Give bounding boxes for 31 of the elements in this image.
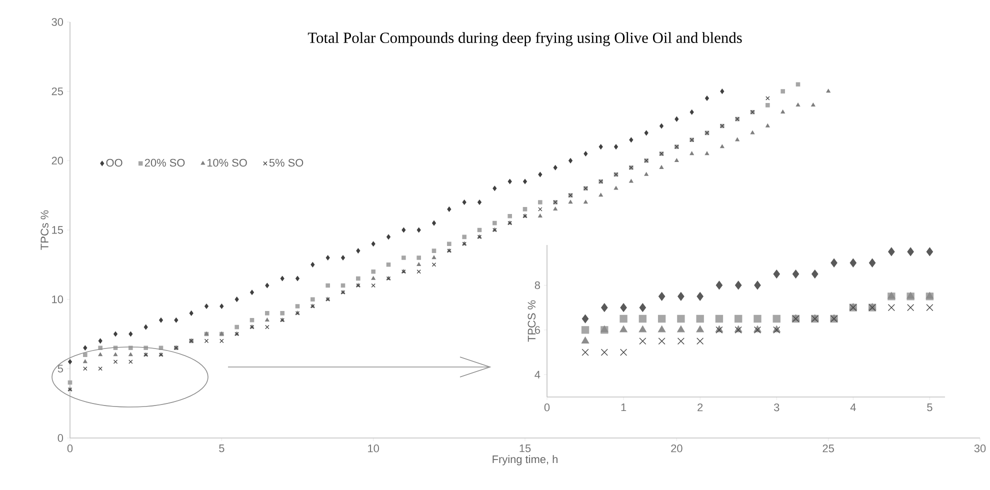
x-tick-label: 25 xyxy=(822,444,834,452)
x-tick-label: 1 xyxy=(621,404,626,412)
y-tick-label: 20 xyxy=(52,156,64,165)
x-tick-label: 0 xyxy=(67,444,73,452)
x-tick-label: 4 xyxy=(850,404,856,412)
legend-label: OO xyxy=(106,158,122,167)
y-tick-label: 4 xyxy=(534,370,540,378)
y-tick-label: 30 xyxy=(52,18,64,26)
y-tick-label: 8 xyxy=(534,281,540,290)
x-tick-label: 30 xyxy=(974,444,986,452)
x-tick-label: 2 xyxy=(698,404,703,412)
legend-label: 5% SO xyxy=(269,158,304,167)
y-axis-title: TPCS % xyxy=(528,300,536,342)
x-tick-label: 10 xyxy=(368,444,379,452)
x-tick-label: 15 xyxy=(520,444,531,452)
y-tick-label: 25 xyxy=(52,87,64,96)
legend-label: 20% SO xyxy=(144,158,185,167)
x-tick-label: 0 xyxy=(544,404,550,412)
x-tick-label: 20 xyxy=(671,444,682,452)
y-axis-title: TPCs % xyxy=(40,210,48,250)
x-tick-label: 3 xyxy=(774,404,780,412)
x-tick-label: 5 xyxy=(219,444,224,452)
x-axis-title: Frying time, h xyxy=(492,455,558,466)
y-tick-label: 15 xyxy=(52,226,64,234)
y-tick-label: 0 xyxy=(58,434,64,442)
legend-label: 10% SO xyxy=(207,158,247,167)
text: Total Polar Compounds during deep frying using Olive Oil and blends xyxy=(308,32,742,46)
y-tick-label: 5 xyxy=(58,364,64,372)
x-tick-label: 5 xyxy=(927,404,932,412)
y-tick-label: 6 xyxy=(534,326,540,334)
y-tick-label: 10 xyxy=(52,295,64,304)
